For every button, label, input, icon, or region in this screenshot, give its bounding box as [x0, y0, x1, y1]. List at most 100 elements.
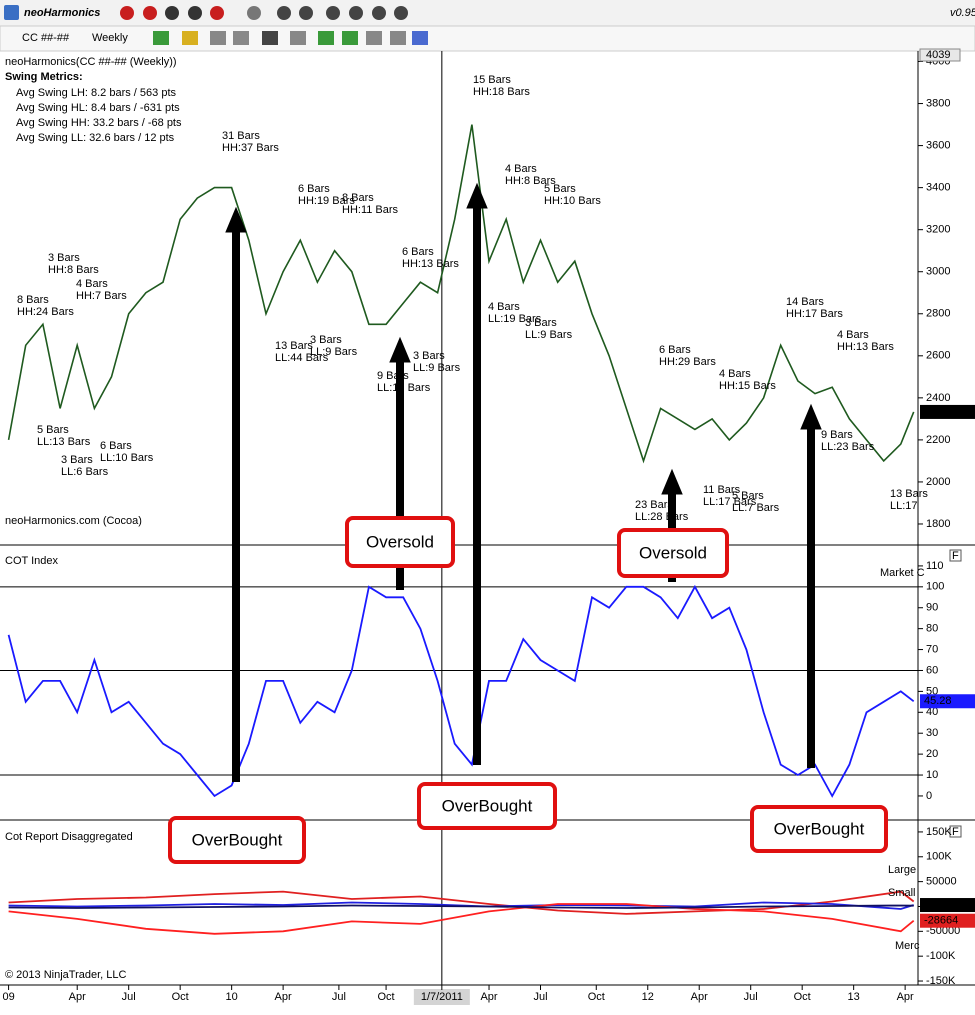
swing-label: LL:13 Bars: [37, 436, 91, 448]
swing-label: LL:9 Bars: [413, 362, 461, 374]
swing-label: HH:19 Bars: [298, 195, 355, 207]
y-tick-label: 70: [926, 643, 938, 655]
button[interactable]: [394, 6, 408, 20]
y-tick-label: 2200: [926, 434, 950, 446]
swing-label: LL:9 Bars: [525, 329, 573, 341]
metric: Avg Swing HH: 33.2 bars / -68 pts: [16, 117, 182, 129]
swing-label: 6 Bars: [100, 440, 132, 452]
button[interactable]: [277, 6, 291, 20]
value-badge: [920, 404, 975, 419]
swing-label: HH:15 Bars: [719, 380, 776, 392]
swing-label: 5 Bars: [37, 424, 69, 436]
panel-button[interactable]: [949, 825, 962, 838]
tool-icon[interactable]: [262, 31, 278, 45]
swing-label: 9 Bars: [377, 370, 409, 382]
value-badge: [919, 48, 961, 62]
button[interactable]: [165, 6, 179, 20]
tool-icon[interactable]: [318, 31, 334, 45]
data-line: [7, 584, 915, 798]
y-tick-label: 3800: [926, 97, 950, 109]
x-tick-label: Jul: [122, 991, 136, 1003]
swing-label: 5 Bars: [544, 183, 576, 195]
x-tick-label: Jul: [332, 991, 346, 1003]
y-tick-label: 3400: [926, 182, 950, 194]
callout-box: [345, 516, 455, 568]
tool-icon[interactable]: [290, 31, 306, 45]
tool-icon[interactable]: [182, 31, 198, 45]
panel-title: Cot Report Disaggregated: [5, 831, 133, 843]
swing-label: HH:29 Bars: [659, 356, 716, 368]
value-badge: [920, 898, 975, 913]
swing-label: LL:17 Bars: [703, 496, 757, 508]
callouts: OverBought Oversold OverBought Oversold …: [168, 516, 888, 864]
button[interactable]: [143, 6, 157, 20]
app-name: neoHarmonics: [24, 7, 100, 19]
callout-text: OverBought: [774, 819, 865, 838]
button[interactable]: [210, 6, 224, 20]
app-icon: [4, 5, 19, 20]
panel-button-label: F: [952, 550, 959, 562]
x-tick-label: Apr: [897, 991, 914, 1003]
x-tick-label: 12: [642, 991, 654, 1003]
data-line: [8, 904, 914, 909]
swing-label: HH:24 Bars: [17, 306, 74, 318]
arrow-head: [466, 182, 488, 209]
y-tick-label: 3600: [926, 140, 950, 152]
panel-button[interactable]: [949, 549, 962, 562]
legend-label: Merc: [895, 940, 920, 952]
callout-text: OverBought: [442, 796, 533, 815]
y-tick-label: -150K: [926, 975, 956, 987]
callout-box: [168, 816, 306, 864]
tool-icon[interactable]: [210, 31, 226, 45]
y-tick-label: 3200: [926, 224, 950, 236]
swing-label: HH:8 Bars: [48, 264, 99, 276]
value-badge-label: 45.28: [924, 695, 952, 707]
tool-icon[interactable]: [412, 31, 428, 45]
callout-box: [617, 528, 729, 578]
watermark: neoHarmonics.com (Cocoa): [5, 515, 142, 527]
y-tick-label: -50000: [926, 925, 960, 937]
button[interactable]: [120, 6, 134, 20]
tool-icon[interactable]: [366, 31, 382, 45]
swing-label: HH:17 Bars: [786, 308, 843, 320]
x-tick-label: Oct: [378, 991, 395, 1003]
swing-label: LL:9 Bars: [310, 346, 358, 358]
y-tick-label: 1800: [926, 518, 950, 530]
x-tick-label: 1/7/2011: [421, 991, 463, 1003]
panel-buttons: F F: [949, 549, 962, 838]
tool-icon[interactable]: [390, 31, 406, 45]
metric: Avg Swing LL: 32.6 bars / 12 pts: [16, 132, 175, 144]
x-tick-highlight: [413, 989, 470, 1005]
x-tick-label: Apr: [275, 991, 292, 1003]
callout-text: Oversold: [639, 543, 707, 562]
legend-label: Large: [888, 864, 916, 876]
period-selector[interactable]: Weekly: [92, 32, 128, 44]
y-tick-label: 2600: [926, 350, 950, 362]
swing-label: 13 Bars: [275, 340, 313, 352]
swing-label: LL:10 Bars: [100, 452, 154, 464]
swing-label: LL:17: [890, 500, 918, 512]
swing-label: 9 Bars: [821, 429, 853, 441]
swing-label: LL:28 Bars: [635, 511, 689, 523]
button[interactable]: [188, 6, 202, 20]
y-tick-label: 90: [926, 602, 938, 614]
x-tick-label: 10: [226, 991, 238, 1003]
tool-icon[interactable]: [233, 31, 249, 45]
tool-icon[interactable]: [153, 31, 169, 45]
button[interactable]: [247, 6, 261, 20]
x-tick-label: Oct: [794, 991, 811, 1003]
x-tick-label: Jul: [533, 991, 547, 1003]
swing-label: 4 Bars: [719, 368, 751, 380]
y-tick-label: 100K: [926, 851, 952, 863]
arrow-head: [661, 468, 683, 495]
button[interactable]: [326, 6, 340, 20]
swing-label: 3 Bars: [48, 252, 80, 264]
tool-icon[interactable]: [342, 31, 358, 45]
legend-label: Small: [888, 887, 916, 899]
button[interactable]: [372, 6, 386, 20]
instrument-selector[interactable]: CC ##-##: [22, 32, 70, 44]
swing-label: 4 Bars: [76, 278, 108, 290]
button[interactable]: [299, 6, 313, 20]
value-badge: [920, 913, 975, 928]
button[interactable]: [349, 6, 363, 20]
